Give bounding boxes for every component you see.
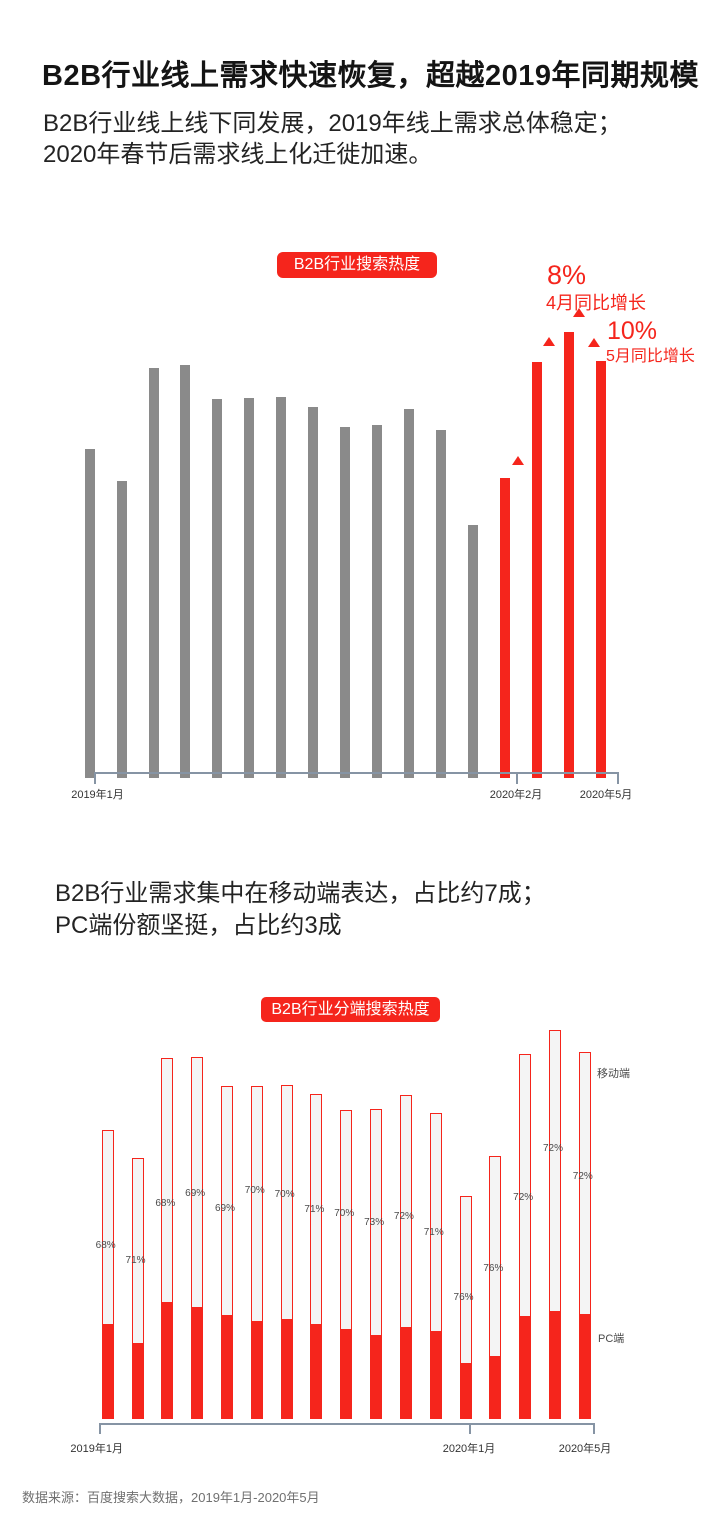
c2-mobile-share-label: 70% [244, 1185, 265, 1196]
c1-bar-2020年5月 [595, 361, 606, 778]
growth-arrow-icon [511, 456, 524, 465]
x-axis-tick [593, 1423, 595, 1434]
c2-bar-pc-2019年11月 [399, 1327, 412, 1419]
c2-bar-pc-2020年3月 [519, 1316, 532, 1419]
c2-mobile-share-label: 68% [95, 1240, 116, 1251]
c1-bar-2019年2月 [116, 481, 127, 778]
april-growth-label: 4月同比增长 [546, 293, 647, 313]
data-source-note: 数据来源：百度搜索大数据，2019年1月-2020年5月 [22, 1490, 320, 1505]
c2-mobile-share-label: 71% [423, 1227, 444, 1238]
x-axis-tick-label: 2020年5月 [579, 789, 633, 801]
chart2-title-badge: B2B行业分端搜索热度 [261, 997, 440, 1022]
c2-mobile-share-label: 72% [393, 1211, 414, 1222]
intro-text: B2B行业线上线下同发展，2019年线上需求总体稳定； 2020年春节后需求线上… [43, 108, 622, 170]
legend-pc-label: PC端 [598, 1333, 625, 1345]
growth-arrow-icon [573, 308, 586, 317]
x-axis-tick [617, 772, 619, 784]
section2-heading: B2B行业需求集中在移动端表达，占比约7成； PC端份额坚挺，占比约3成 [55, 878, 546, 942]
c2-mobile-share-label: 76% [453, 1292, 474, 1303]
c2-mobile-share-label: 73% [364, 1217, 385, 1228]
c1-bar-2019年9月 [340, 427, 351, 778]
x-axis-tick-label: 2019年1月 [70, 1443, 123, 1455]
x-axis-tick-label: 2020年2月 [489, 789, 543, 801]
c2-mobile-share-label: 68% [155, 1198, 176, 1209]
may-growth-value: 10% [607, 317, 658, 345]
c2-mobile-share-label: 72% [572, 1171, 593, 1182]
c2-bar-pc-2019年3月 [161, 1302, 174, 1419]
c2-bar-pc-2019年5月 [220, 1315, 233, 1419]
c2-bar-pc-2020年4月 [549, 1311, 561, 1419]
c2-bar-pc-2019年8月 [310, 1324, 323, 1419]
c2-bar-pc-2019年10月 [370, 1335, 383, 1419]
c2-bar-pc-2019年7月 [280, 1319, 293, 1419]
c2-mobile-share-label: 69% [185, 1188, 206, 1199]
x-axis-tick [94, 772, 96, 784]
x-axis-tick-label: 2020年5月 [558, 1443, 612, 1455]
intro-text-line1: B2B行业线上线下同发展，2019年线上需求总体稳定； [43, 110, 622, 137]
c1-bar-2019年10月 [372, 425, 383, 778]
c1-bar-2020年3月 [531, 362, 542, 778]
c2-bar-pc-2019年9月 [340, 1329, 353, 1419]
c1-bar-2019年6月 [244, 398, 255, 778]
c2-bar-pc-2019年6月 [250, 1321, 263, 1419]
section2-heading-line1: B2B行业需求集中在移动端表达，占比约7成； [55, 880, 546, 907]
intro-text-line2: 2020年春节后需求线上化迁徙加速。 [43, 141, 433, 168]
c2-bar-pc-2020年5月 [578, 1314, 591, 1419]
c2-mobile-share-label: 69% [214, 1203, 235, 1214]
x-axis-tick-label: 2020年1月 [442, 1443, 496, 1455]
section2-heading-line2: PC端份额坚挺，占比约3成 [55, 912, 342, 939]
x-axis-tick [468, 1423, 471, 1434]
c2-mobile-share-label: 72% [542, 1143, 564, 1154]
c1-bar-2020年2月 [499, 478, 510, 778]
page-title: B2B行业线上需求快速恢复，超越2019年同期规模 [42, 60, 700, 92]
c1-bar-2019年3月 [148, 368, 159, 778]
c2-mobile-share-label: 71% [125, 1255, 146, 1266]
legend-mobile-label: 移动端 [597, 1068, 630, 1080]
growth-arrow-icon [542, 337, 555, 346]
c2-mobile-share-label: 72% [513, 1192, 534, 1203]
april-growth-value: 8% [547, 260, 587, 290]
may-growth-label: 5月同比增长 [606, 348, 695, 365]
c1-bar-2019年5月 [212, 399, 223, 778]
x-axis-tick [99, 1423, 101, 1434]
x-axis-line [94, 772, 617, 774]
c2-mobile-share-label: 70% [274, 1189, 295, 1200]
c2-mobile-share-label: 71% [304, 1204, 325, 1215]
c2-bar-pc-2019年4月 [191, 1307, 204, 1419]
c2-bar-pc-2020年2月 [489, 1356, 502, 1419]
c1-bar-2019年4月 [180, 365, 191, 778]
c1-bar-2020年4月 [563, 332, 574, 778]
c1-bar-2019年7月 [276, 397, 287, 778]
c1-bar-2019年11月 [404, 409, 414, 778]
c1-bar-2019年8月 [308, 407, 319, 778]
growth-arrow-icon [587, 338, 600, 347]
x-axis-tick [516, 772, 518, 784]
chart1-title-badge: B2B行业搜索热度 [277, 252, 437, 278]
c1-bar-2019年1月 [84, 449, 95, 778]
x-axis-tick-label: 2019年1月 [71, 789, 124, 801]
c2-bar-pc-2020年1月 [459, 1363, 472, 1419]
c1-bar-2019年12月 [435, 430, 446, 778]
c2-mobile-share-label: 70% [334, 1208, 355, 1219]
c1-bar-2020年1月 [467, 525, 478, 778]
c2-bar-pc-2019年2月 [131, 1343, 144, 1419]
c2-mobile-share-label: 76% [483, 1263, 504, 1274]
x-axis-line [99, 1423, 593, 1425]
c2-bar-pc-2019年12月 [429, 1331, 442, 1419]
c2-bar-pc-2019年1月 [101, 1324, 114, 1419]
